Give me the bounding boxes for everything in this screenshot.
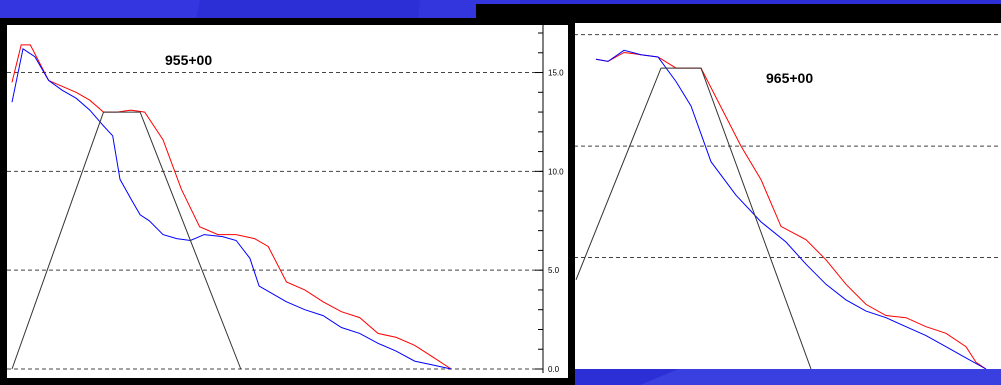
chart-title: 955+00: [165, 52, 212, 68]
series-line-0: [595, 51, 987, 370]
chart-panel-955: 0.0 5.0 10.0 15.0 955+00: [0, 18, 575, 385]
grid-lines: [7, 72, 543, 370]
series-group: [11, 44, 452, 370]
y-axis: 0.0 5.0 10.0 15.0: [535, 21, 564, 374]
y-tick-label: 0.0: [548, 365, 560, 374]
series-line-1: [595, 49, 987, 370]
series-line-1: [11, 47, 452, 370]
series-line-2: [575, 67, 812, 370]
chart-955: 0.0 5.0 10.0 15.0 955+00: [7, 21, 564, 374]
y-tick-label: 10.0: [548, 167, 564, 176]
y-tick-label: 15.0: [548, 69, 564, 78]
series-line-2: [11, 111, 242, 370]
chart-title: 965+00: [766, 70, 813, 86]
y-tick-label: 5.0: [548, 266, 560, 275]
series-line-0: [11, 44, 452, 370]
series-group: [575, 49, 987, 370]
